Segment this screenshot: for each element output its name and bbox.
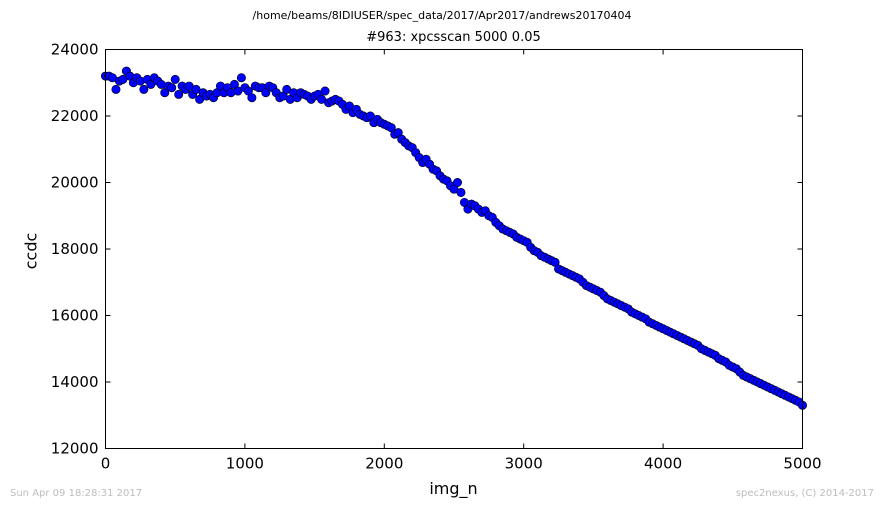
x-tick-label: 4000 [644, 455, 682, 473]
data-point [167, 83, 177, 93]
plot-frame [105, 49, 803, 449]
x-tick-label: 2000 [365, 455, 403, 473]
x-tick-label: 0 [101, 455, 111, 473]
y-tick-label: 22000 [51, 107, 99, 125]
y-tick-label: 18000 [51, 240, 99, 258]
x-tick-label: 1000 [226, 455, 264, 473]
data-point [174, 89, 184, 99]
y-tick-label: 12000 [51, 440, 99, 458]
data-point [170, 74, 180, 84]
data-points [101, 66, 807, 410]
data-point [247, 93, 257, 103]
data-point [452, 178, 462, 188]
y-tick-label: 20000 [51, 174, 99, 192]
y-tick-label: 14000 [51, 373, 99, 391]
x-axis-label: img_n [429, 479, 478, 498]
figure-suptitle: /home/beams/8IDIUSER/spec_data/2017/Apr2… [252, 9, 632, 22]
y-axis-label: ccdc [21, 232, 41, 270]
x-tick-label: 5000 [783, 455, 821, 473]
axis-ticks: 0 1000 2000 3000 4000 5000 12000 14000 16000 1800… [51, 41, 822, 473]
data-point [139, 84, 149, 94]
footer-timestamp: Sun Apr 09 18:28:31 2017 [10, 488, 143, 499]
data-point [456, 187, 466, 197]
footer-credit: spec2nexus, (C) 2014-2017 [735, 488, 874, 499]
x-tick-label: 3000 [505, 455, 543, 473]
data-point [111, 84, 121, 94]
y-tick-label: 24000 [51, 41, 99, 59]
data-point [236, 73, 246, 83]
y-tick-label: 16000 [51, 307, 99, 325]
chart-title: #963: xpcsscan 5000 0.05 [366, 30, 541, 45]
data-point [320, 86, 330, 96]
